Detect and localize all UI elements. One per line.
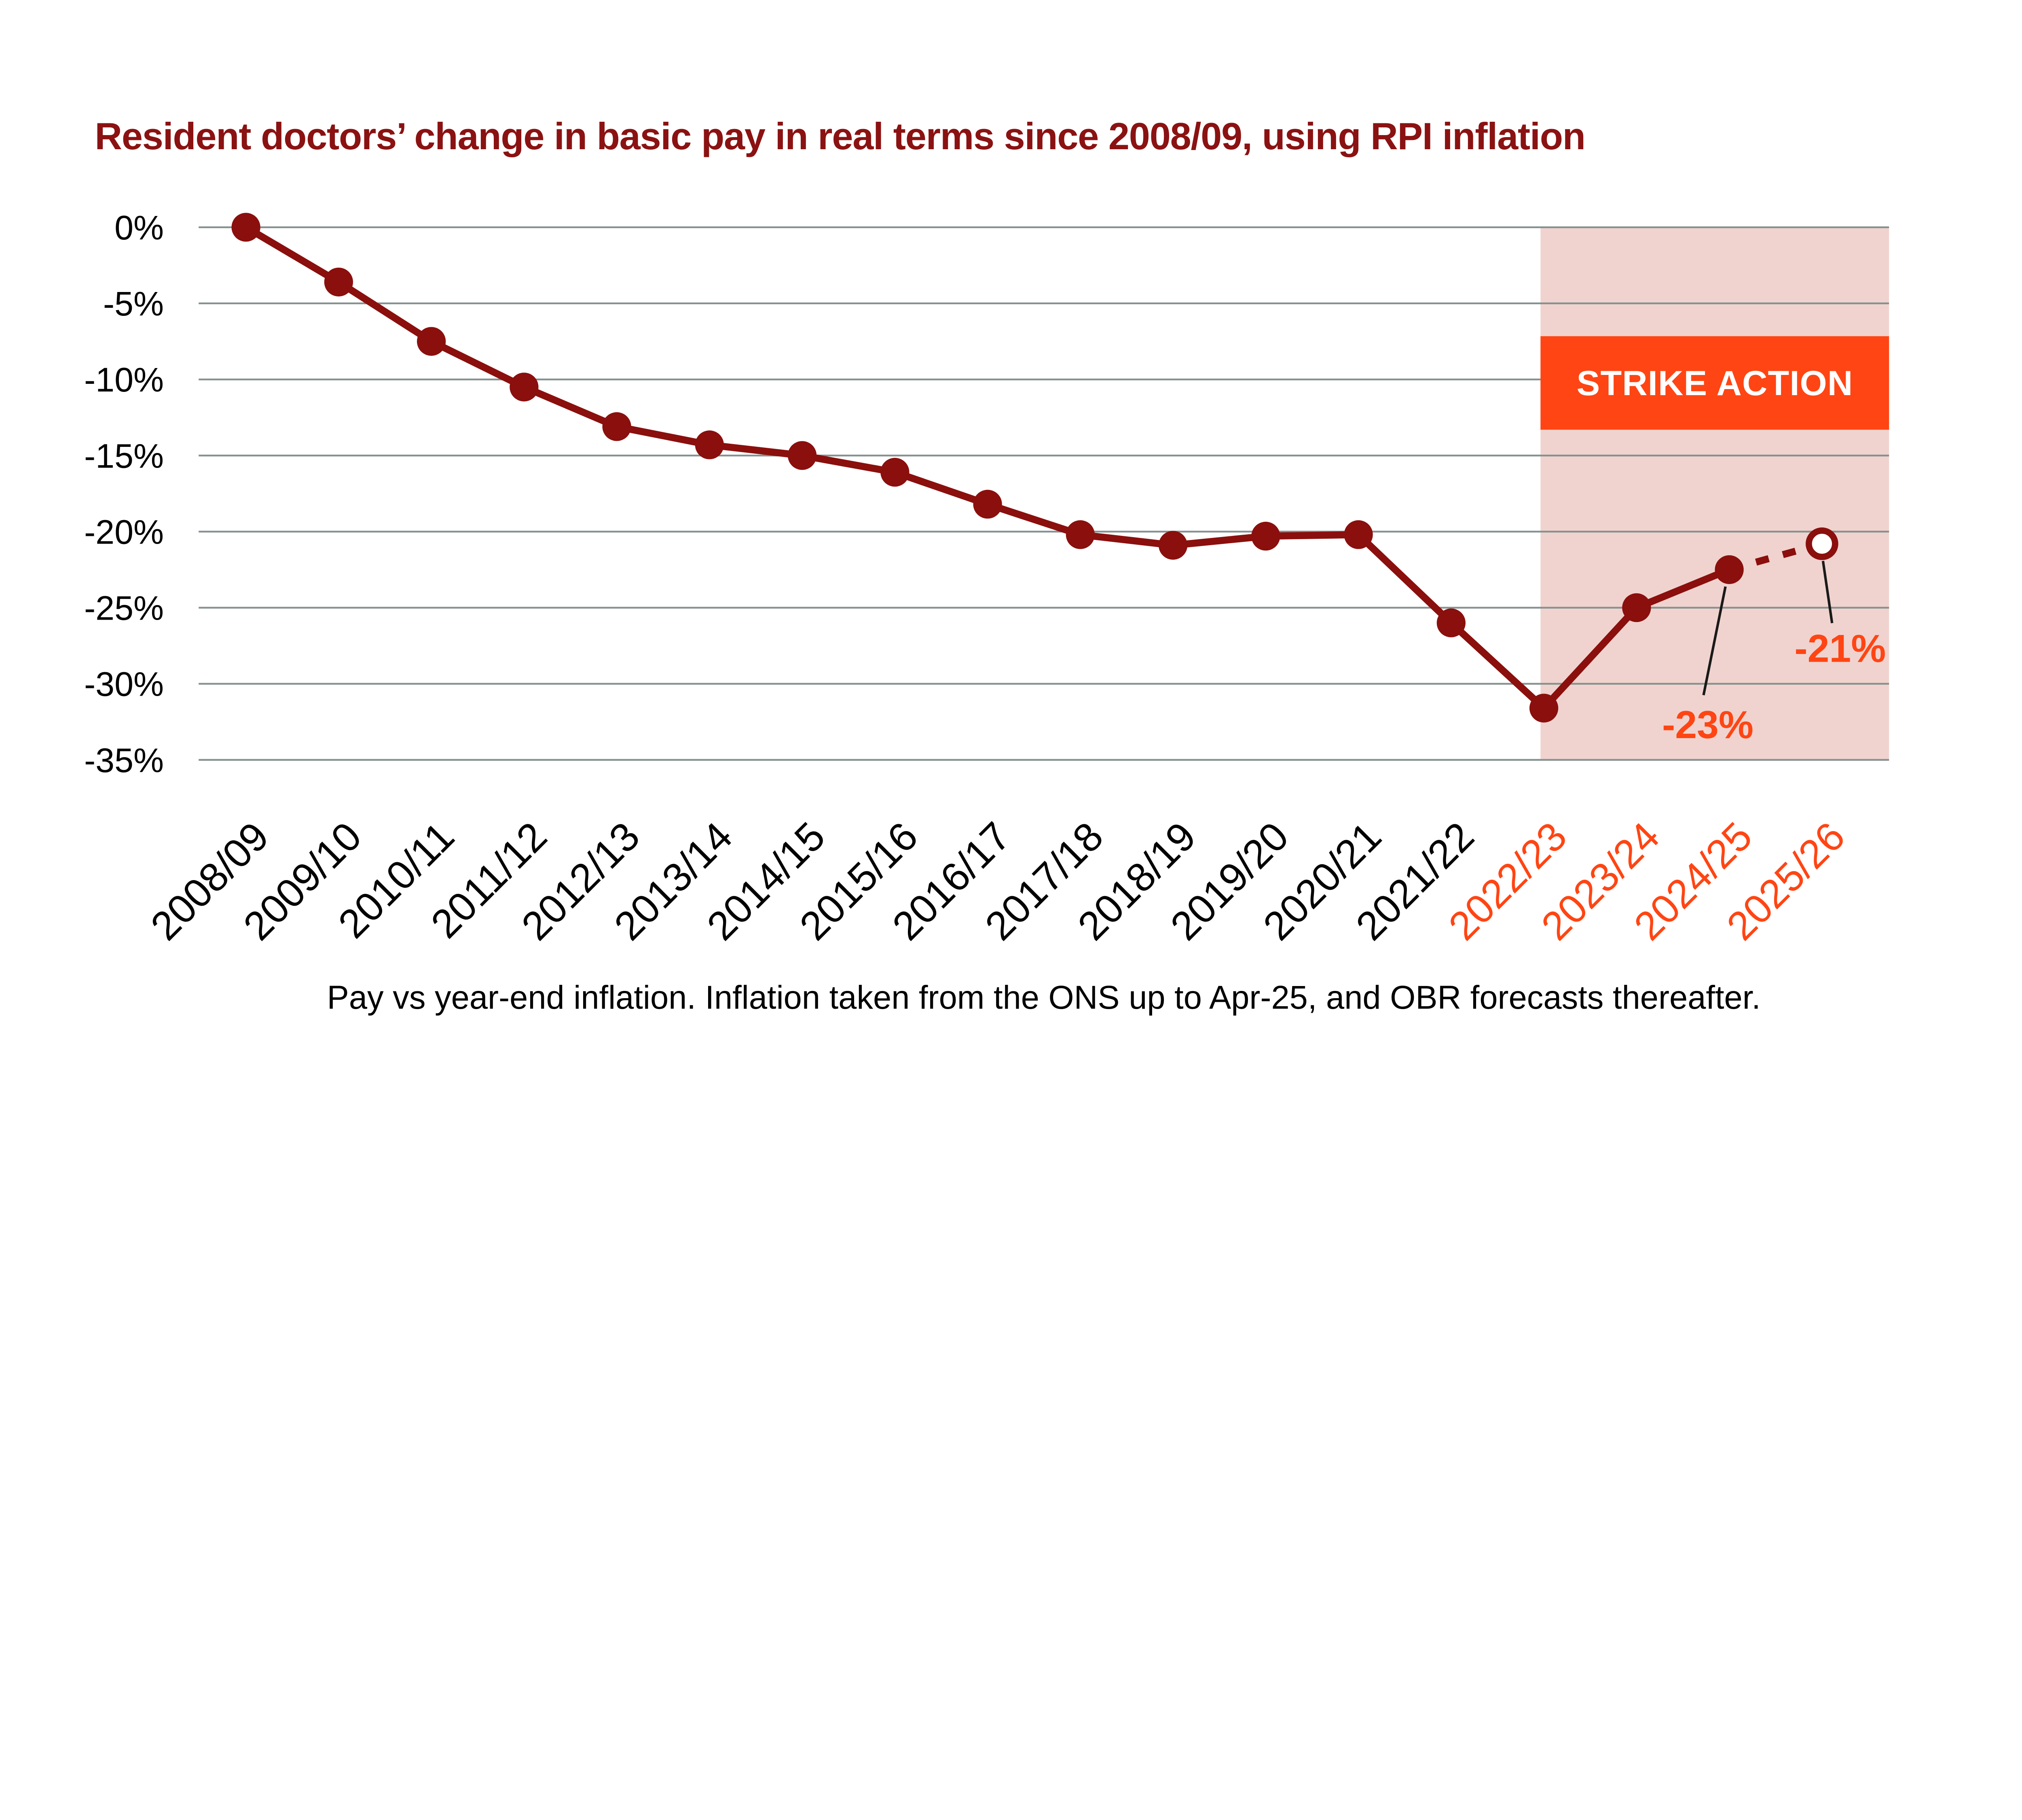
- data-point-marker: [324, 267, 353, 296]
- y-axis-label: -20%: [84, 513, 164, 551]
- forecast-point-open-marker: [1806, 527, 1838, 560]
- infographic-canvas: Resident doctors’ change in basic pay in…: [84, 114, 1889, 1016]
- data-point-marker: [1622, 593, 1651, 622]
- strike-period-shading: [1540, 227, 1889, 760]
- data-point-marker: [1436, 608, 1466, 637]
- callout-line-2024-25: [1702, 586, 1727, 696]
- strike-action-banner: [1540, 336, 1889, 430]
- data-point-marker: [1251, 522, 1280, 551]
- data-point-markers-group: [231, 213, 1744, 723]
- y-axis-label: -25%: [84, 589, 164, 627]
- annotation-label-2024-25: -23%: [1662, 703, 1753, 747]
- pay-erosion-chart: Resident doctors’ change in basic pay in…: [84, 114, 1889, 1016]
- y-axis-labels-group: 0% -5% -10% -15% -20% -25% -30% -35%: [84, 209, 164, 779]
- y-axis-label: -35%: [84, 741, 164, 779]
- strike-action-banner-label: STRIKE ACTION: [1577, 364, 1853, 403]
- annotation-label-2025-26: -21%: [1794, 626, 1886, 670]
- chart-title: Resident doctors’ change in basic pay in…: [95, 115, 1585, 157]
- y-axis-label: -15%: [84, 437, 164, 475]
- gridlines-group: [199, 226, 1889, 761]
- y-axis-label: -30%: [84, 665, 164, 703]
- data-point-marker: [880, 458, 909, 487]
- data-point-marker: [1529, 694, 1559, 723]
- data-point-marker: [510, 372, 539, 402]
- data-point-marker: [1159, 531, 1188, 560]
- data-point-marker: [973, 490, 1002, 519]
- data-point-marker: [231, 213, 260, 242]
- data-point-marker: [417, 327, 446, 356]
- y-axis-label: 0%: [114, 209, 164, 247]
- y-axis-label: -10%: [84, 361, 164, 399]
- data-point-marker: [1066, 520, 1095, 549]
- data-point-marker: [1715, 555, 1744, 584]
- y-axis-label: -5%: [103, 285, 164, 323]
- chart-footnote: Pay vs year-end inflation. Inflation tak…: [327, 979, 1761, 1016]
- data-point-marker: [1344, 520, 1373, 549]
- data-point-marker: [695, 430, 724, 459]
- callout-line-2025-26: [1821, 561, 1834, 624]
- data-point-marker: [602, 412, 631, 441]
- data-point-marker: [788, 441, 817, 470]
